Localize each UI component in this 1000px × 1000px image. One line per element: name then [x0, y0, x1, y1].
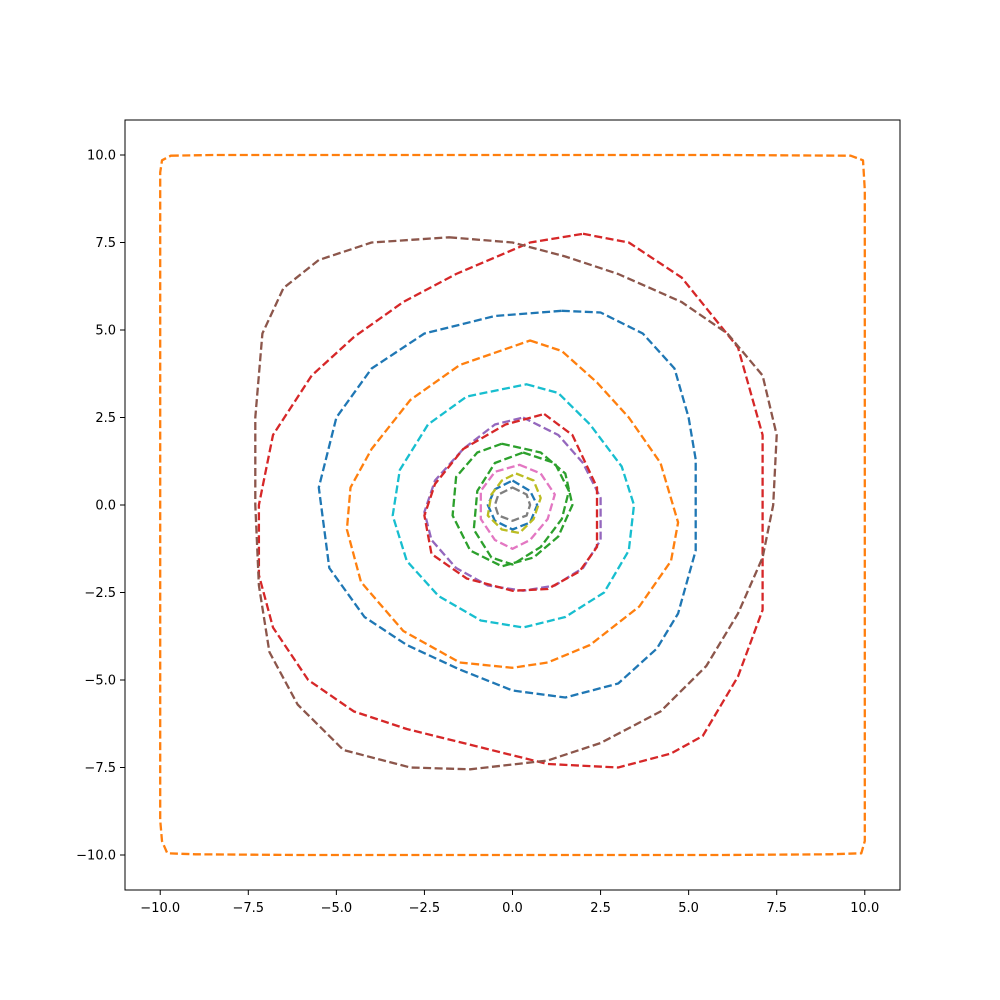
y-tick-label: −10.0	[76, 849, 116, 864]
x-axis: −10.0 −7.5 −5.0 −2.5 0.0 2.5 5.0 7.5 10.0	[140, 890, 879, 916]
y-tick-label: −2.5	[84, 586, 116, 601]
x-tick-label: −7.5	[233, 901, 265, 916]
x-tick-label: 7.5	[766, 901, 787, 916]
contour-line-9	[391, 383, 636, 629]
x-tick-label: 10.0	[850, 901, 879, 916]
x-tick-label: 5.0	[678, 901, 699, 916]
contour-line-1	[493, 486, 532, 522]
y-tick-label: 5.0	[95, 324, 116, 339]
y-tick-label: −7.5	[84, 761, 116, 776]
x-tick-label: 0.0	[502, 901, 523, 916]
series-layer	[159, 153, 866, 857]
x-tick-label: −10.0	[140, 901, 180, 916]
contour-line-5	[472, 451, 571, 566]
y-tick-label: 7.5	[95, 236, 116, 251]
contour-line-6	[451, 442, 574, 568]
y-tick-label: 10.0	[87, 149, 116, 164]
y-axis: 10.0 7.5 5.0 2.5 0.0 −2.5 −5.0 −7.5 −10.0	[76, 149, 125, 864]
contour-line-11	[317, 309, 697, 699]
x-tick-label: −5.0	[321, 901, 353, 916]
y-tick-label: −5.0	[84, 674, 116, 689]
y-tick-label: 0.0	[95, 499, 116, 514]
contour-line-4	[479, 463, 556, 550]
contour-line-12	[257, 232, 764, 769]
contour-line-3	[486, 472, 542, 535]
contour-line-13	[254, 236, 778, 771]
contour-line-8	[423, 412, 599, 592]
y-tick-label: 2.5	[95, 411, 116, 426]
x-tick-label: 2.5	[590, 901, 611, 916]
contour-line-14	[159, 153, 866, 857]
contour-line-10	[345, 339, 680, 669]
x-tick-label: −2.5	[409, 901, 441, 916]
